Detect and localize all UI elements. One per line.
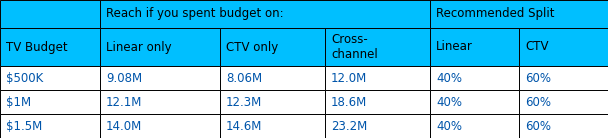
Text: CTV only: CTV only — [226, 40, 278, 54]
Bar — [100, 0, 430, 28]
Bar — [519, 90, 608, 114]
Bar — [0, 90, 100, 114]
Bar — [100, 28, 220, 66]
Text: 12.3M: 12.3M — [226, 95, 262, 108]
Text: Reach if you spent budget on:: Reach if you spent budget on: — [106, 7, 283, 21]
Bar — [0, 114, 100, 138]
Text: 60%: 60% — [525, 120, 551, 132]
Bar — [0, 66, 100, 90]
Text: Linear: Linear — [436, 40, 473, 54]
Bar — [519, 114, 608, 138]
Bar — [0, 0, 100, 28]
Bar — [100, 90, 220, 114]
Text: 60%: 60% — [525, 95, 551, 108]
Bar — [430, 114, 519, 138]
Bar — [519, 66, 608, 90]
Text: 60%: 60% — [525, 71, 551, 84]
Bar — [100, 114, 220, 138]
Bar — [325, 90, 430, 114]
Bar — [325, 66, 430, 90]
Text: Linear only: Linear only — [106, 40, 171, 54]
Bar — [220, 28, 325, 66]
Bar — [430, 28, 519, 66]
Bar — [430, 0, 608, 28]
Text: 12.0M: 12.0M — [331, 71, 367, 84]
Text: 40%: 40% — [436, 95, 462, 108]
Bar — [325, 114, 430, 138]
Bar — [325, 28, 430, 66]
Text: 18.6M: 18.6M — [331, 95, 367, 108]
Bar — [220, 90, 325, 114]
Bar — [220, 114, 325, 138]
Text: TV Budget: TV Budget — [6, 40, 67, 54]
Text: 12.1M: 12.1M — [106, 95, 142, 108]
Bar — [100, 66, 220, 90]
Bar — [430, 90, 519, 114]
Text: 14.0M: 14.0M — [106, 120, 142, 132]
Bar — [519, 28, 608, 66]
Bar — [220, 66, 325, 90]
Text: $500K: $500K — [6, 71, 43, 84]
Text: 40%: 40% — [436, 71, 462, 84]
Text: $1M: $1M — [6, 95, 31, 108]
Bar — [430, 66, 519, 90]
Text: Cross-
channel: Cross- channel — [331, 33, 378, 61]
Text: 40%: 40% — [436, 120, 462, 132]
Text: Recommended Split: Recommended Split — [436, 7, 554, 21]
Text: 23.2M: 23.2M — [331, 120, 367, 132]
Bar — [0, 28, 100, 66]
Text: 8.06M: 8.06M — [226, 71, 262, 84]
Text: 9.08M: 9.08M — [106, 71, 142, 84]
Text: CTV: CTV — [525, 40, 548, 54]
Text: 14.6M: 14.6M — [226, 120, 263, 132]
Text: $1.5M: $1.5M — [6, 120, 42, 132]
